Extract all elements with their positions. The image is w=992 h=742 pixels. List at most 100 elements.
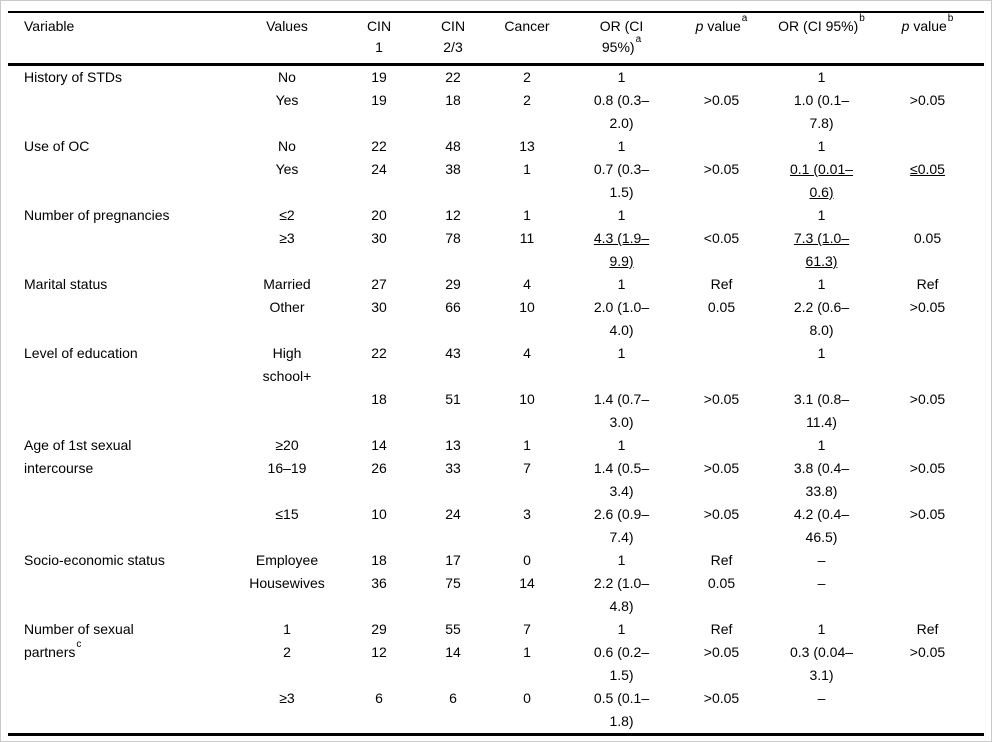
cell-text: ≤0.05 [910,161,945,177]
cell-text: 18 [445,92,461,108]
cell-text: 0 [523,690,531,706]
cell-text: ≤2 [279,207,295,223]
cell-text: Number of sexual partners [24,621,134,660]
cell-text: 2 [283,644,291,660]
cell-text: 1.4 (0.7– 3.0) [593,391,650,430]
value-cell: 19 [334,89,424,135]
value-cell: 7 [482,618,572,641]
cell-text: 3 [523,506,531,522]
cell-text: 0.05 [913,230,942,246]
cell-text: 12 [445,207,461,223]
value-cell: 13 [424,434,482,457]
value-cell: Ref [671,273,772,296]
cell-text: 0.05 [707,299,736,315]
cell-text: 16–19 [267,460,307,476]
value-cell: 12 [424,204,482,227]
value-cell: 10 [482,388,572,434]
value-cell: 19 [334,65,424,90]
footnote-marker: b [859,12,865,24]
value-cell: 1 [482,641,572,687]
value-cell: Married [240,273,334,296]
cell-text: 6 [375,690,383,706]
cell-text: 0 [523,552,531,568]
cell-text: <0.05 [703,230,740,246]
value-cell: 24 [334,158,424,204]
cell-text: 13 [445,437,461,453]
value-cell: >0.05 [871,388,984,434]
value-cell: 10 [482,296,572,342]
cell-text: 2 [523,69,531,85]
cell-text: Employee [255,552,319,568]
value-cell: 7.3 (1.0– 61.3) [772,227,871,273]
cell-text: 13 [519,138,535,154]
table-row: Yes 24 38 1 0.7 (0.3– 1.5) >0.05 0.1 (0.01– 0.… [8,158,984,204]
cell-text: No [278,69,296,85]
cell-text: 19 [371,92,387,108]
cell-text: p [901,18,910,34]
cell-text: 30 [371,230,387,246]
cell-text: Age of 1st sexual intercourse [24,437,132,476]
value-cell: 24 [424,503,482,549]
cell-text: ≥20 [275,437,299,453]
value-cell: 78 [424,227,482,273]
value-cell [871,342,984,388]
value-cell: 0.1 (0.01– 0.6) [772,158,871,204]
value-cell: 7 [482,457,572,503]
cell-text: 1 [817,345,826,361]
value-cell: 2.0 (1.0– 4.0) [572,296,671,342]
value-cell: >0.05 [671,687,772,735]
cell-text: 6 [449,690,457,706]
value-cell: 2.2 (0.6– 8.0) [772,296,871,342]
value-cell: 6 [334,687,424,735]
value-cell [871,572,984,618]
cell-text: Number of pregnancies [24,207,170,223]
value-cell: <0.05 [671,227,772,273]
value-cell: ≤0.05 [871,158,984,204]
value-cell [671,135,772,158]
cell-text: 10 [519,299,535,315]
cell-text: 33 [445,460,461,476]
table-row: 16–19 26 33 7 1.4 (0.5– 3.4) >0.05 3.8 (0.4– 3… [8,457,984,503]
value-cell: 1 [772,135,871,158]
cell-text: 0.8 (0.3– 2.0) [593,92,650,131]
cell-text: Socio-economic status [24,552,165,568]
value-cell: 26 [334,457,424,503]
value-cell: 18 [334,549,424,572]
value-cell: 1 [482,434,572,457]
value-cell: 1 [240,618,334,641]
cell-text: 22 [445,69,461,85]
value-cell: >0.05 [671,457,772,503]
value-cell: 11 [482,227,572,273]
value-cell: 20 [334,204,424,227]
cell-text: 1 [523,161,531,177]
table-row: Yes 19 18 2 0.8 (0.3– 2.0) >0.05 1.0 (0.1– 7.8… [8,89,984,135]
cell-text: 66 [445,299,461,315]
value-cell: 30 [334,296,424,342]
column-header-3: CIN 2/3 [424,12,482,66]
footnote-marker: b [947,12,954,24]
cell-text: ≥3 [279,230,295,246]
value-cell [671,204,772,227]
cell-text: >0.05 [703,460,740,476]
value-cell [871,549,984,572]
value-cell: High school+ [240,342,334,388]
value-cell: 51 [424,388,482,434]
variable-cell: Number of pregnancies [8,204,240,273]
value-cell: – [772,687,871,735]
cell-text: Marital status [24,276,108,292]
cell-text: 30 [371,299,387,315]
value-cell: 1 [572,618,671,641]
value-cell: 13 [482,135,572,158]
cell-text: 0.6 (0.2– 1.5) [593,644,650,683]
value-cell: Yes [240,158,334,204]
value-cell: 0.5 (0.1– 1.8) [572,687,671,735]
value-cell: No [240,135,334,158]
cell-text: >0.05 [703,644,740,660]
value-cell: Ref [871,618,984,641]
cell-text: >0.05 [909,92,946,108]
cell-text: 48 [445,138,461,154]
value-cell: 75 [424,572,482,618]
value-cell: 1 [772,273,871,296]
value-cell: Yes [240,89,334,135]
